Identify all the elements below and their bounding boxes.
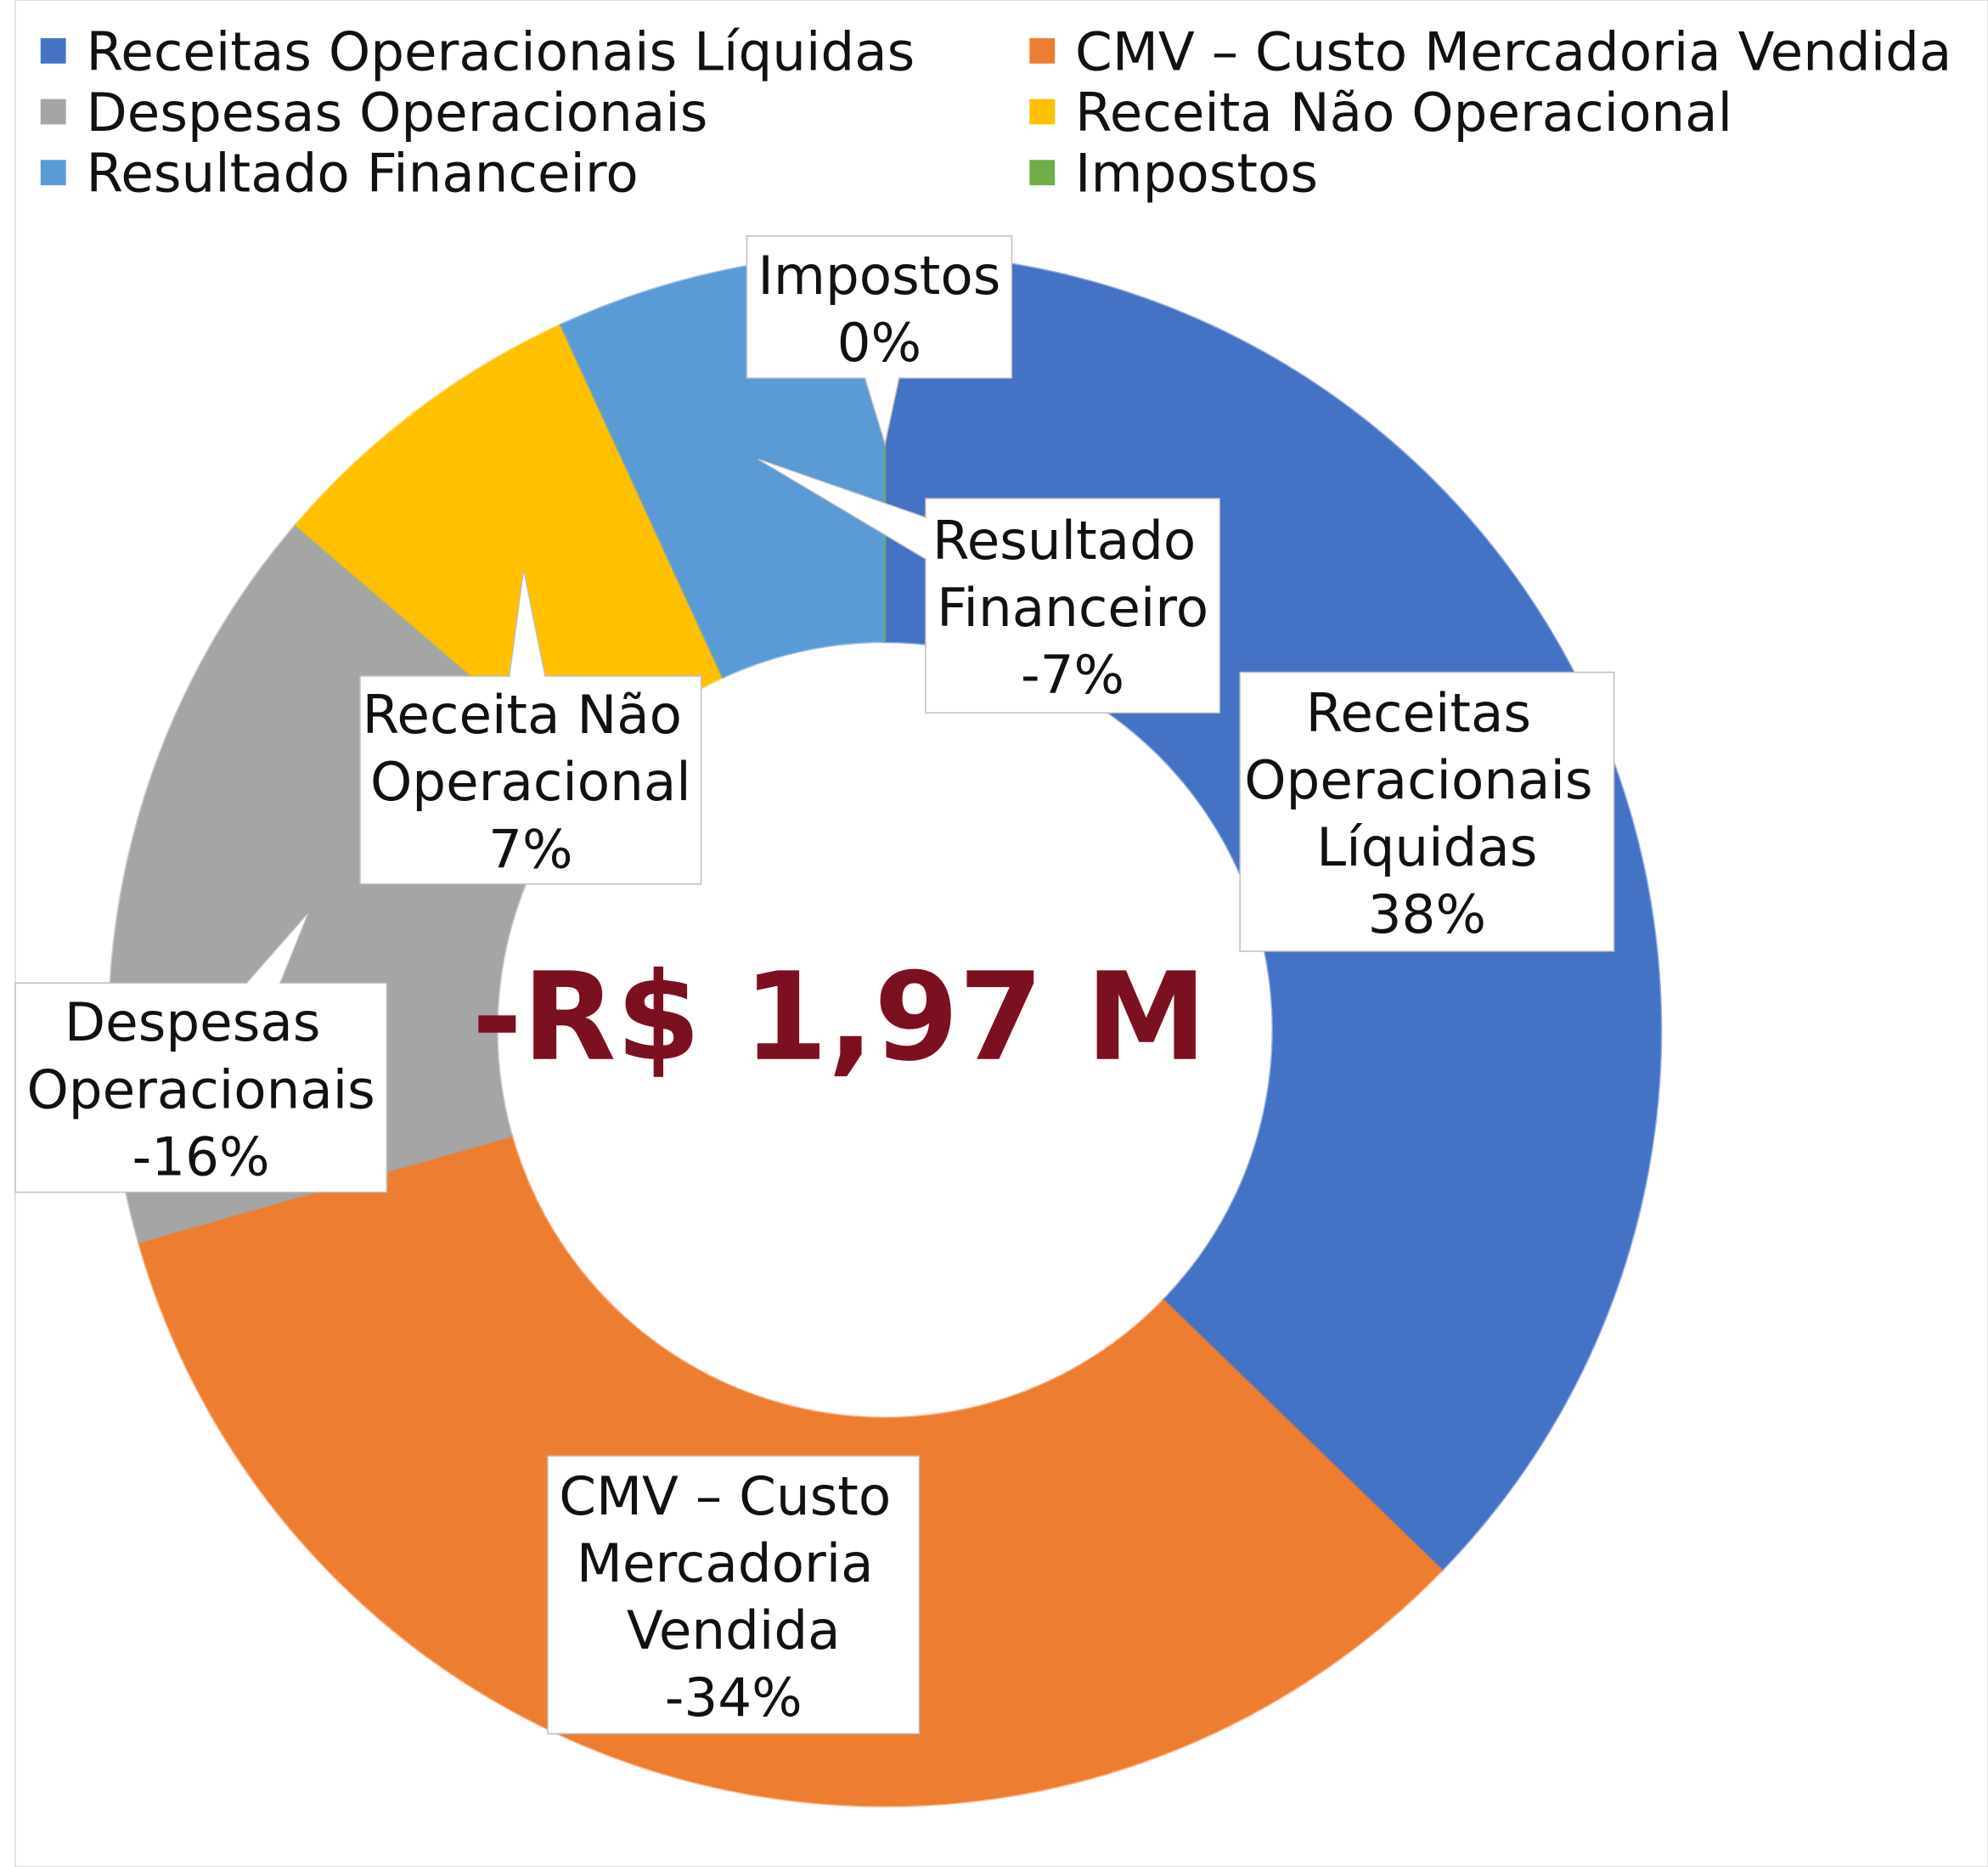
legend-swatch [40, 37, 66, 64]
label-pointer-fill [760, 460, 1088, 637]
data-label-value: -7% [1021, 644, 1124, 706]
legend-label: Receitas Operacionais Líquidas [87, 20, 915, 82]
data-label-category: Impostos [757, 245, 1000, 307]
label-pointer-fill [845, 305, 914, 442]
legend-swatch [40, 99, 66, 125]
data-label-value: -34% [665, 1667, 803, 1729]
label-pointer-fill [172, 915, 307, 1106]
legend-swatch [1029, 99, 1056, 125]
data-label-value: -16% [132, 1125, 270, 1187]
legend-label: Receita Não Operacional [1075, 82, 1732, 144]
data-label-category: Resultado Financeiro [932, 510, 1213, 639]
data-label-category: CMV – Custo Mercadoria Vendida [559, 1465, 908, 1661]
label-box [1239, 671, 1615, 952]
legend-label: Despesas Operacionais [87, 82, 708, 144]
legend-swatch [1029, 160, 1056, 186]
data-label-category: Receitas Operacionais Líquidas [1244, 682, 1609, 878]
legend-label: Resultado Financeiro [87, 143, 639, 205]
legend-swatch [1029, 37, 1056, 64]
legend-label: CMV – Custo Mercadoria Vendida [1075, 20, 1951, 82]
data-label-value: 38% [1368, 883, 1486, 945]
label-pointer-fill [496, 573, 566, 781]
legend-label: Impostos [1075, 143, 1318, 205]
data-label-category: Receita Não Operacional [363, 684, 699, 813]
legend-swatch [40, 160, 66, 186]
data-label-value: 7% [488, 818, 572, 880]
data-label-value: 0% [837, 312, 921, 374]
center-label: -R$ 1,97 M [472, 946, 1208, 1088]
data-label-category: Despesas Operacionais [26, 991, 375, 1120]
label-box [547, 1455, 921, 1734]
